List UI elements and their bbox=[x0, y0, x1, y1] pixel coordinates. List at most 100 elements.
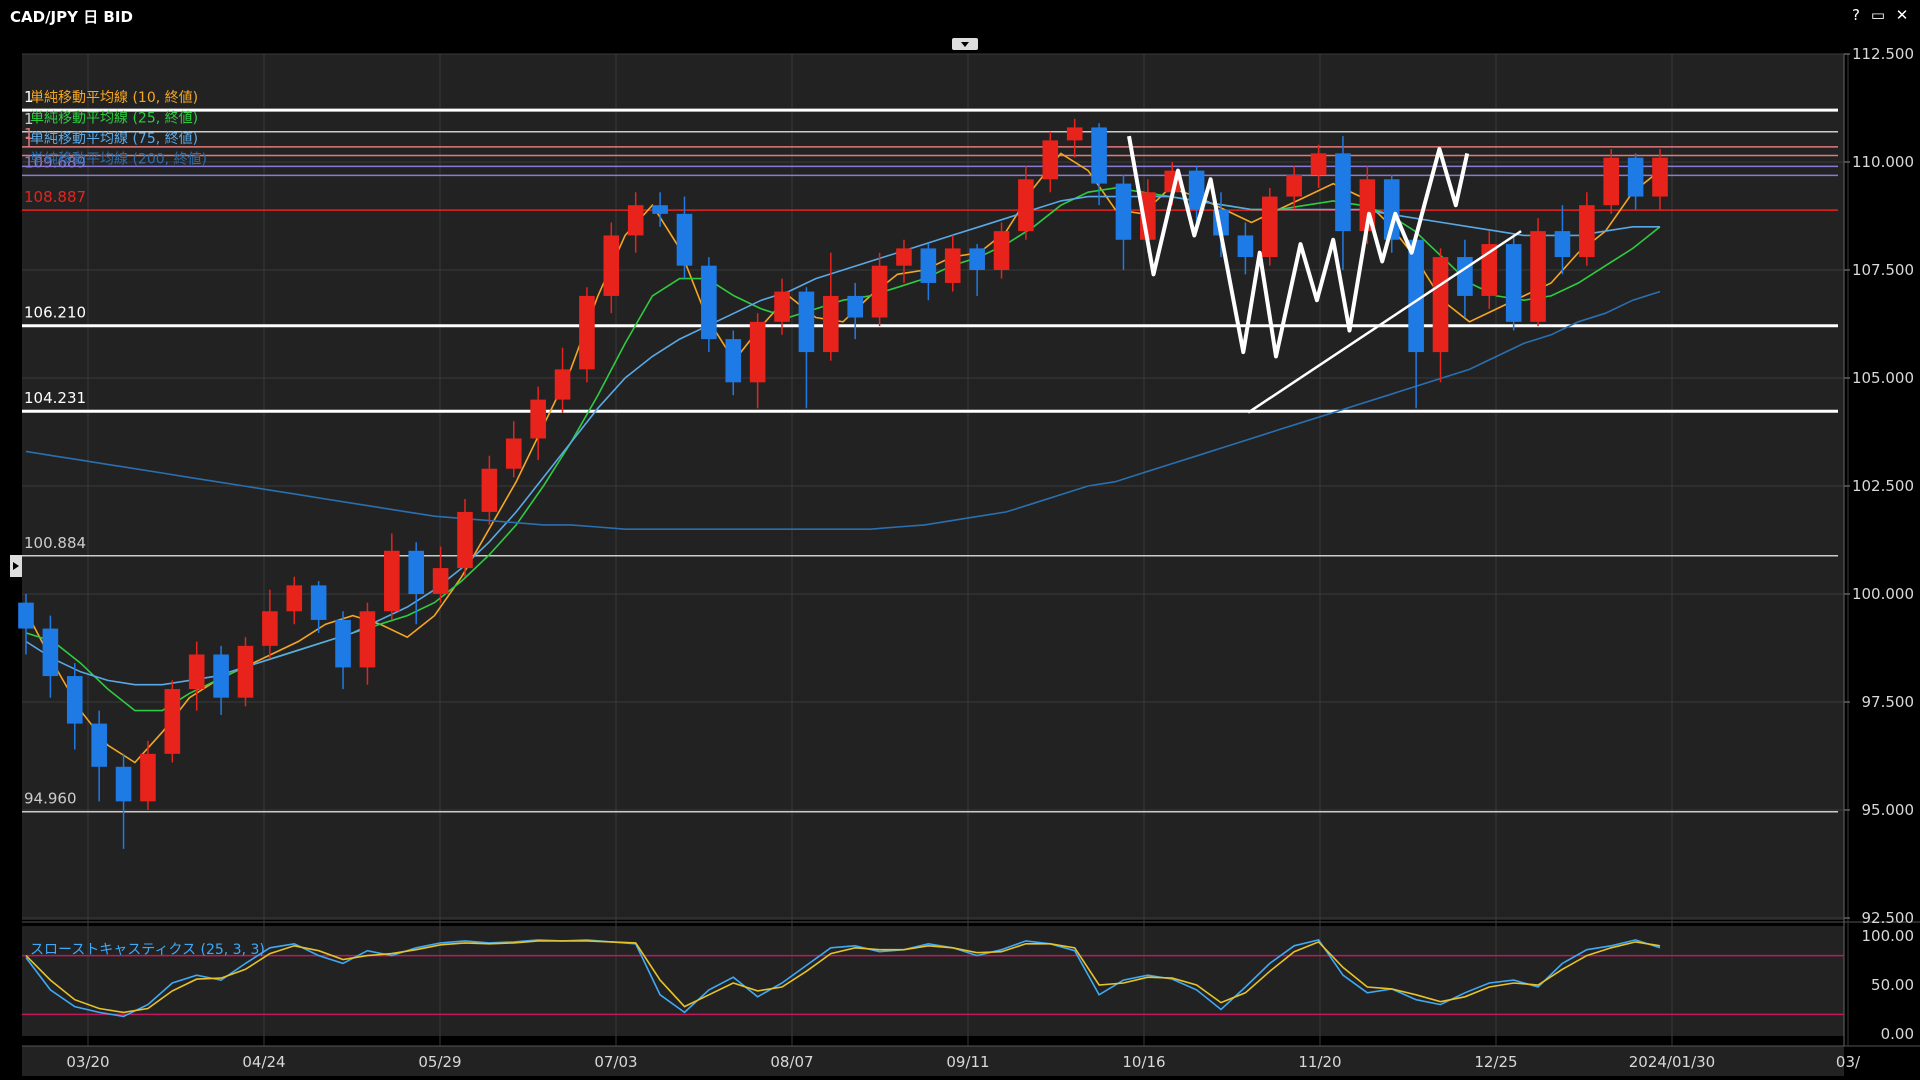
close-button[interactable]: ✕ bbox=[1895, 6, 1909, 24]
candle-body bbox=[1018, 179, 1034, 232]
y-tick-label: 100.000 bbox=[1852, 585, 1914, 603]
y-tick-label: 107.500 bbox=[1852, 261, 1914, 279]
candle-body bbox=[652, 205, 668, 214]
help-button[interactable]: ? bbox=[1852, 6, 1860, 24]
candle-body bbox=[335, 619, 351, 668]
maximize-button[interactable]: ▭ bbox=[1870, 6, 1886, 24]
x-tick-label: 05/29 bbox=[418, 1053, 461, 1071]
y-tick-label: 102.500 bbox=[1852, 477, 1914, 495]
candle-body bbox=[725, 339, 742, 383]
y-tick-label: 97.500 bbox=[1862, 693, 1915, 711]
level-label: 109.689 bbox=[24, 153, 86, 171]
candle-body bbox=[1603, 157, 1620, 206]
candle-body bbox=[554, 369, 571, 400]
level-label: 100.884 bbox=[24, 534, 86, 552]
candle-body bbox=[262, 611, 278, 646]
stochastic-title: スローストキャスティクス (25, 3, 3) bbox=[30, 942, 265, 958]
x-axis-strip bbox=[22, 1046, 1844, 1076]
legend-item[interactable]: 単純移動平均線 (25, 終値) bbox=[30, 111, 198, 127]
candle-body bbox=[1408, 239, 1424, 353]
x-tick-label: 11/20 bbox=[1298, 1053, 1341, 1071]
candle-body bbox=[18, 602, 34, 629]
legend-item[interactable]: 単純移動平均線 (75, 終値) bbox=[30, 131, 198, 147]
level-label: 1 bbox=[24, 88, 34, 106]
candle-body bbox=[457, 511, 473, 569]
candle-body bbox=[164, 689, 181, 754]
candle-body bbox=[993, 231, 1010, 270]
candle-body bbox=[627, 205, 644, 236]
candle-body bbox=[676, 213, 693, 266]
level-label: 104.231 bbox=[24, 389, 86, 407]
stochastic-line bbox=[25, 940, 1661, 1014]
price-axis: 112.500 110.000 107.500 105.000 102.500 100.0… bbox=[1844, 45, 1914, 927]
level-labels: 1111109.689108.887106.210104.231100.8849… bbox=[24, 88, 86, 808]
stochastic-line bbox=[25, 938, 1661, 1018]
candle-body bbox=[1286, 174, 1302, 197]
legend-item[interactable]: 単純移動平均線 (200, 終値) bbox=[30, 152, 207, 168]
x-tick-label: 08/07 bbox=[770, 1053, 813, 1071]
candle-body bbox=[505, 438, 522, 469]
candle-body bbox=[969, 248, 985, 270]
candle-body bbox=[359, 611, 376, 668]
stochastic-oscillator: スローストキャスティクス (25, 3, 3) 100.00 50.00 0.00 bbox=[22, 927, 1914, 1043]
candle-body bbox=[1457, 257, 1473, 296]
zigzag-drawing[interactable] bbox=[1127, 135, 1470, 359]
candle-body bbox=[1335, 153, 1351, 232]
candle-body bbox=[1554, 231, 1571, 258]
candle-body bbox=[1261, 196, 1278, 258]
x-tick-label: 07/03 bbox=[594, 1053, 637, 1071]
y-tick-label: 110.000 bbox=[1852, 153, 1914, 171]
candle-body bbox=[1188, 170, 1205, 210]
candle-body bbox=[749, 321, 766, 383]
candle-body bbox=[1042, 140, 1059, 180]
candle-body bbox=[140, 753, 156, 802]
y-tick-label: 95.000 bbox=[1862, 801, 1915, 819]
candle-body bbox=[847, 295, 863, 318]
collapse-toggle[interactable] bbox=[952, 38, 978, 50]
candle-body bbox=[871, 265, 888, 318]
candle-body bbox=[1432, 257, 1449, 353]
x-tick-label: 04/24 bbox=[242, 1053, 285, 1071]
y-tick-label: 92.500 bbox=[1862, 909, 1915, 927]
drawing-annotations bbox=[1127, 135, 1522, 414]
y-tick-label: 112.500 bbox=[1852, 45, 1914, 63]
side-panel-handle[interactable] bbox=[10, 555, 22, 577]
support-trendline[interactable] bbox=[1247, 230, 1522, 414]
candle-body bbox=[1652, 157, 1668, 197]
candle-body bbox=[944, 248, 961, 283]
x-tick-label: 2024/01/30 bbox=[1629, 1053, 1715, 1071]
candle-body bbox=[384, 550, 400, 612]
candle-body bbox=[408, 550, 425, 594]
candle-body bbox=[896, 248, 912, 266]
stochastic-y-label: 50.00 bbox=[1871, 976, 1914, 994]
candle-body bbox=[1627, 157, 1644, 197]
candle-body bbox=[66, 676, 83, 724]
candle-body bbox=[1505, 244, 1522, 322]
level-label: 1 bbox=[24, 134, 34, 152]
stochastic-y-label: 100.00 bbox=[1862, 927, 1915, 945]
horizontal-levels bbox=[22, 108, 1838, 813]
candle-body bbox=[213, 654, 229, 698]
stochastic-y-label: 0.00 bbox=[1881, 1025, 1914, 1043]
level-label: 94.960 bbox=[24, 790, 77, 808]
candle-body bbox=[188, 654, 205, 690]
x-tick-label: 03/ bbox=[1836, 1053, 1861, 1071]
candle-body bbox=[774, 291, 790, 322]
indicator-legend: 単純移動平均線 (10, 終値) 単純移動平均線 (25, 終値) 単純移動平均線 … bbox=[30, 90, 207, 168]
moving-average-line bbox=[25, 290, 1661, 531]
candle-body bbox=[1237, 235, 1254, 258]
candle-body bbox=[1530, 231, 1546, 322]
candle-body bbox=[1066, 127, 1083, 141]
x-tick-label: 10/16 bbox=[1122, 1053, 1165, 1071]
price-panel bbox=[22, 54, 1844, 920]
candle-body bbox=[1481, 244, 1498, 296]
level-label: 108.887 bbox=[24, 188, 86, 206]
candle-body bbox=[432, 568, 449, 594]
level-label: 106.210 bbox=[24, 304, 86, 322]
candle-body bbox=[286, 585, 303, 612]
level-label: 1 bbox=[24, 110, 34, 128]
legend-item[interactable]: 単純移動平均線 (10, 終値) bbox=[30, 90, 198, 106]
candle-body bbox=[1310, 153, 1327, 175]
